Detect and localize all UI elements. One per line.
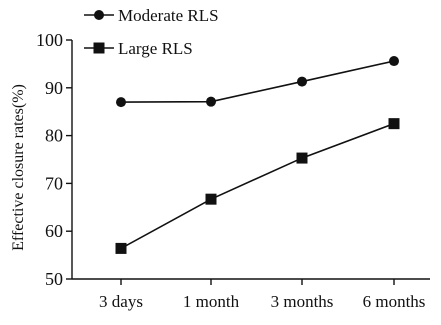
y-tick-label: 90 xyxy=(45,78,63,98)
series-group xyxy=(115,56,400,254)
data-point xyxy=(206,96,216,107)
x-tick-label: 3 days xyxy=(99,292,143,311)
legend-label: Large RLS xyxy=(118,39,193,58)
x-tick-label: 1 month xyxy=(183,292,240,311)
y-axis-label: Effective closure rates(%) xyxy=(10,84,27,251)
data-point xyxy=(296,152,308,164)
series-large-rls xyxy=(115,118,400,254)
data-point xyxy=(388,118,400,130)
data-point xyxy=(116,97,126,108)
series-line xyxy=(120,60,395,103)
legend-item: Large RLS xyxy=(84,39,193,58)
legend-label: Moderate RLS xyxy=(118,6,219,25)
axes: 50 60 70 80 90 100 3 days 1 month 3 months 6 mont… xyxy=(10,30,430,311)
y-tick-label: 100 xyxy=(36,30,63,50)
y-tick-label: 70 xyxy=(45,173,63,193)
x-tick-label: 3 months xyxy=(271,292,334,311)
data-point xyxy=(297,76,307,87)
series-line xyxy=(120,122,395,250)
legend-marker xyxy=(94,10,104,20)
series-moderate-rls xyxy=(116,56,399,108)
x-tick-label: 6 months xyxy=(363,292,426,311)
data-point xyxy=(389,56,399,67)
y-tick-label: 80 xyxy=(45,126,63,146)
data-point xyxy=(115,242,127,254)
legend-item: Moderate RLS xyxy=(84,6,219,25)
data-point xyxy=(205,193,217,205)
legend-marker xyxy=(93,42,105,54)
legend: Moderate RLS Large RLS xyxy=(84,6,219,58)
y-tick-label: 50 xyxy=(45,269,63,289)
y-tick-label: 60 xyxy=(45,221,63,241)
